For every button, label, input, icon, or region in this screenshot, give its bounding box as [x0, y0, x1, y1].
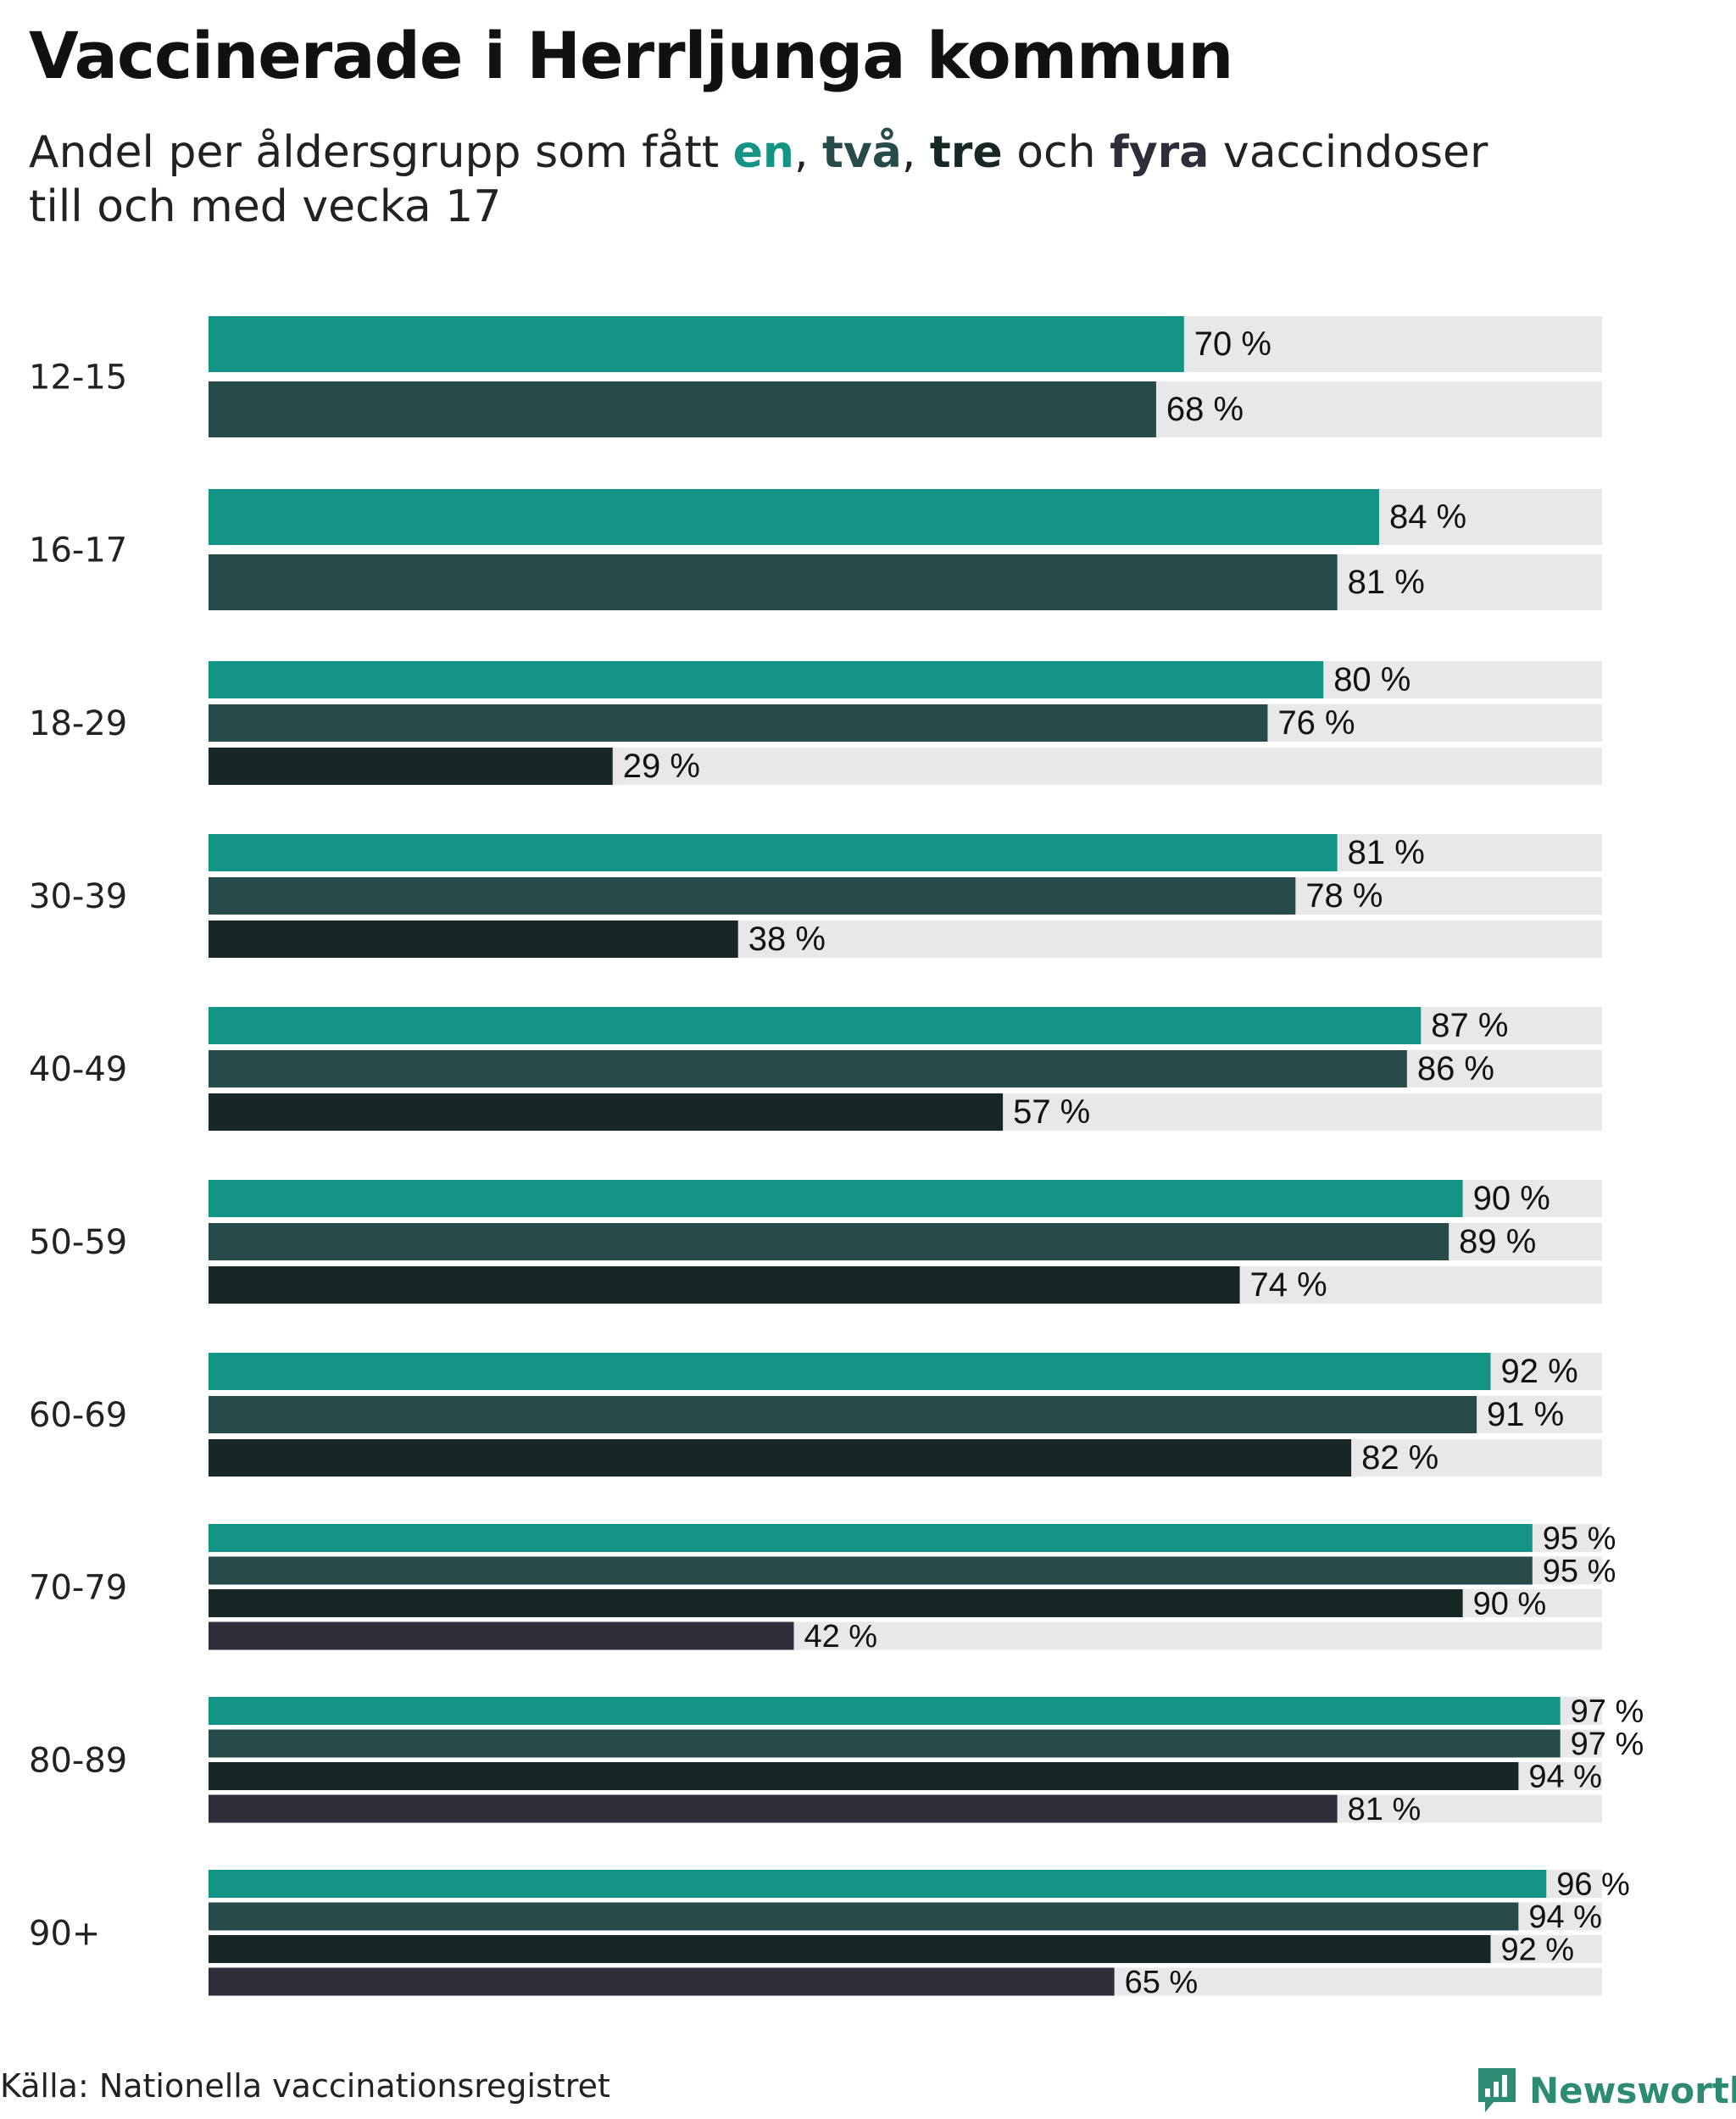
source-note: Källa: Nationella vaccinationsregistret [0, 2067, 610, 2105]
data-label: 95 % [1543, 1521, 1616, 1557]
data-label: 57 % [1013, 1093, 1090, 1131]
bar-tre [209, 748, 613, 785]
data-label: 92 % [1500, 1933, 1574, 1968]
bar-två [209, 877, 1296, 915]
chart-title: Vaccinerade i Herrljunga kommun [29, 18, 1233, 93]
data-label: 81 % [1348, 834, 1425, 871]
bar-en [209, 489, 1379, 545]
category-label: 80-89 [29, 1741, 127, 1780]
bar-två [209, 554, 1338, 610]
data-label: 86 % [1417, 1050, 1494, 1087]
data-label: 65 % [1125, 1965, 1199, 2000]
bar-två [209, 1729, 1561, 1758]
data-label: 90 % [1473, 1180, 1550, 1217]
category-label: 16-17 [29, 531, 127, 570]
bar-fyra [209, 1794, 1338, 1823]
data-label: 80 % [1333, 661, 1410, 698]
data-label: 76 % [1277, 704, 1355, 742]
subtitle-separator: och [1002, 127, 1110, 178]
bar-två [209, 1223, 1449, 1260]
category-label: 12-15 [29, 359, 127, 398]
data-label: 68 % [1166, 391, 1244, 428]
category-label: 18-29 [29, 704, 127, 743]
bar-tre [209, 1935, 1491, 1963]
bar-två [209, 1396, 1477, 1433]
category-label: 90+ [29, 1914, 100, 1953]
data-label: 70 % [1194, 325, 1271, 363]
subtitle-line2: till och med vecka 17 [29, 181, 502, 232]
bar-en [209, 834, 1338, 871]
bar-fyra [209, 1621, 794, 1650]
bar-tre [209, 1439, 1352, 1477]
category-label: 60-69 [29, 1396, 127, 1435]
category-label: 30-39 [29, 877, 127, 916]
bar-chart: 12-15 70 % 68 % 16-17 84 % 81 % 18-29 80 % 76 % 2… [29, 316, 1644, 2000]
data-label: 81 % [1348, 1792, 1422, 1827]
data-label: 97 % [1571, 1694, 1644, 1730]
bar-tre [209, 920, 738, 958]
subtitle-lead: Andel per åldersgrupp som fått [29, 127, 733, 178]
data-label: 87 % [1431, 1007, 1508, 1044]
data-label: 78 % [1305, 877, 1383, 915]
subtitle-tail: vaccindoser [1209, 127, 1488, 178]
bar-en [209, 1180, 1463, 1217]
data-label: 82 % [1361, 1439, 1438, 1477]
bar-tre [209, 1762, 1519, 1790]
category-label: 40-49 [29, 1050, 127, 1089]
bar-en [209, 1870, 1547, 1898]
data-label: 89 % [1459, 1223, 1536, 1260]
data-label: 74 % [1250, 1266, 1327, 1304]
brand-logo: Newsworthy [1475, 2063, 1736, 2117]
legend-dose-one: en [732, 127, 794, 178]
bar-en [209, 1524, 1533, 1552]
subtitle-separator: , [901, 127, 930, 178]
data-label: 96 % [1556, 1867, 1630, 1903]
data-label: 97 % [1571, 1727, 1644, 1762]
subtitle-separator: , [793, 127, 823, 178]
data-label: 92 % [1500, 1353, 1577, 1390]
chart-subtitle: Andel per åldersgrupp som fått en, två, … [29, 125, 1639, 234]
bar-tre [209, 1093, 1004, 1131]
data-label: 42 % [804, 1619, 877, 1655]
newsworthy-logo-icon [1478, 2068, 1516, 2112]
category-label: 70-79 [29, 1568, 127, 1607]
bar-en [209, 1007, 1422, 1044]
bar-tre [209, 1266, 1240, 1304]
data-label: 95 % [1543, 1554, 1616, 1589]
legend-dose-three: tre [929, 127, 1003, 178]
bar-tre [209, 1589, 1463, 1617]
bar-två [209, 1902, 1519, 1931]
bar-en [209, 1353, 1491, 1390]
bar-två [209, 1050, 1407, 1087]
bar-två [209, 381, 1156, 437]
bar-fyra [209, 1967, 1115, 1996]
data-label: 90 % [1473, 1587, 1547, 1622]
bar-två [209, 704, 1268, 742]
brand-name: Newsworthy [1529, 2069, 1736, 2111]
data-label: 38 % [748, 920, 826, 958]
category-label: 50-59 [29, 1223, 127, 1262]
data-label: 94 % [1528, 1760, 1602, 1795]
data-label: 91 % [1487, 1396, 1564, 1433]
legend-dose-two: två [822, 127, 902, 178]
bar-en [209, 1697, 1561, 1725]
legend-dose-four: fyra [1110, 127, 1210, 178]
bar-en [209, 661, 1324, 698]
data-label: 94 % [1528, 1899, 1602, 1935]
bar-två [209, 1556, 1533, 1585]
data-label: 84 % [1389, 498, 1466, 536]
bar-en [209, 316, 1184, 372]
data-label: 29 % [623, 748, 700, 785]
data-label: 81 % [1348, 564, 1425, 601]
